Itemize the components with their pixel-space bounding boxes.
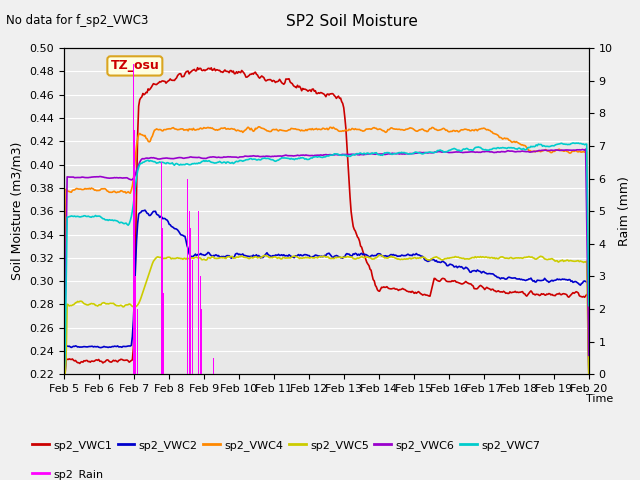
Bar (133, 64, 134, 374)
Bar (134, 130, 135, 374)
Bar (198, 211, 199, 374)
Bar (189, 228, 191, 374)
Y-axis label: Soil Moisture (m3/m3): Soil Moisture (m3/m3) (11, 142, 24, 280)
Text: TZ_osu: TZ_osu (111, 60, 159, 72)
Y-axis label: Raim (mm): Raim (mm) (618, 176, 631, 246)
Legend: sp2_Rain: sp2_Rain (28, 465, 108, 480)
Bar (163, 293, 164, 374)
Bar (192, 260, 193, 374)
Bar (187, 179, 188, 374)
Text: No data for f_sp2_VWC3: No data for f_sp2_VWC3 (6, 14, 148, 27)
Bar (200, 276, 201, 374)
Bar (135, 276, 136, 374)
Text: SP2 Soil Moisture: SP2 Soil Moisture (286, 14, 418, 29)
Bar (213, 358, 214, 374)
Bar (161, 162, 163, 374)
Bar (137, 309, 138, 374)
X-axis label: Time: Time (586, 394, 613, 404)
